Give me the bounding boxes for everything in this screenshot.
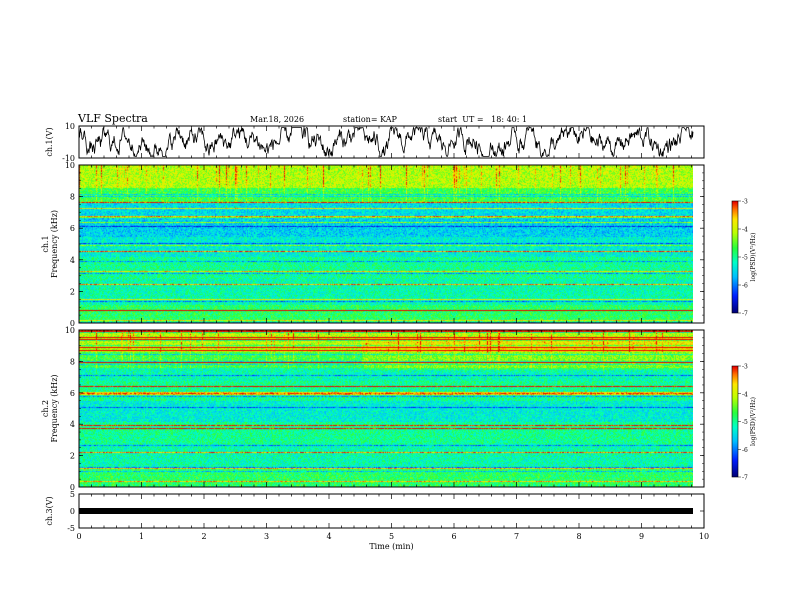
colorbar-tick-label: -7 xyxy=(742,475,748,482)
colorbar-tick-label: -7 xyxy=(742,311,748,318)
ch3-ylabel: ch.3(V) xyxy=(45,496,54,525)
date-label: Mar.18, 2026 xyxy=(250,115,305,124)
y-tick-label: 4 xyxy=(70,256,75,265)
y-tick-label: 4 xyxy=(70,420,75,429)
colorbar-tick-label: -3 xyxy=(742,364,748,371)
start-ut-label: start UT = 18: 40: 1 xyxy=(438,115,528,124)
colorbar-tick-label: -5 xyxy=(742,255,748,262)
y-tick-label: 2 xyxy=(70,452,75,461)
colorbar-tick-label: -6 xyxy=(742,283,748,290)
ch2-spectrogram-image xyxy=(79,330,693,487)
ch1-colorbar-label: log(PSD)(V²/Hz) xyxy=(750,233,757,282)
colorbar-tick-label: -3 xyxy=(742,199,748,206)
x-tick-label: 6 xyxy=(451,532,456,541)
ch2-colorbar-gradient xyxy=(732,366,738,477)
y-tick-label: 8 xyxy=(70,357,75,366)
station-label: station= KAP xyxy=(343,115,397,124)
y-tick-label: 6 xyxy=(70,224,75,233)
colorbar-tick-label: -5 xyxy=(742,419,748,426)
ch1-freq-ylabel: Frequency (kHz) xyxy=(50,210,59,278)
x-tick-label: 7 xyxy=(514,532,519,541)
colorbar-tick-label: -6 xyxy=(742,447,748,454)
ch2-spec-ylabel: ch.2 xyxy=(41,400,50,417)
y-tick-label: 10 xyxy=(65,326,75,335)
colorbar-tick-label: -4 xyxy=(742,227,748,234)
y-tick-label: 0 xyxy=(70,483,75,492)
y-tick-label: 0 xyxy=(70,319,75,328)
y-tick-label: 10 xyxy=(65,161,75,170)
colorbar-tick-label: -4 xyxy=(742,391,748,398)
x-tick-label: 8 xyxy=(576,532,581,541)
ch1-colorbar-gradient xyxy=(732,201,738,313)
x-tick-label: 5 xyxy=(389,532,394,541)
x-tick-label: 3 xyxy=(264,532,269,541)
y-tick-label: 8 xyxy=(70,193,75,202)
x-tick-label: 10 xyxy=(699,532,709,541)
y-tick-label: 0 xyxy=(70,507,75,516)
y-tick-label: -10 xyxy=(62,154,75,163)
ch1-spec-ylabel: ch.1 xyxy=(41,235,50,252)
x-tick-label: 1 xyxy=(139,532,144,541)
ch2-freq-ylabel: Frequency (kHz) xyxy=(50,374,59,442)
x-tick-label: 9 xyxy=(639,532,644,541)
x-axis-label: Time (min) xyxy=(369,542,413,551)
y-tick-label: 10 xyxy=(65,122,75,131)
x-tick-label: 2 xyxy=(201,532,206,541)
figure-title: VLF Spectra xyxy=(78,112,148,125)
y-tick-label: 2 xyxy=(70,287,75,296)
x-tick-label: 4 xyxy=(326,532,331,541)
y-tick-label: 6 xyxy=(70,389,75,398)
y-tick-label: -5 xyxy=(67,524,75,533)
ch1-ylabel: ch.1(V) xyxy=(45,127,54,156)
ch1-waveform-line xyxy=(78,126,694,158)
y-tick-label: 5 xyxy=(70,490,75,499)
ch1-spectrogram-image xyxy=(79,165,693,323)
ch2-colorbar-label: log(PSD)(V²/Hz) xyxy=(750,397,757,446)
x-tick-label: 0 xyxy=(76,532,81,541)
